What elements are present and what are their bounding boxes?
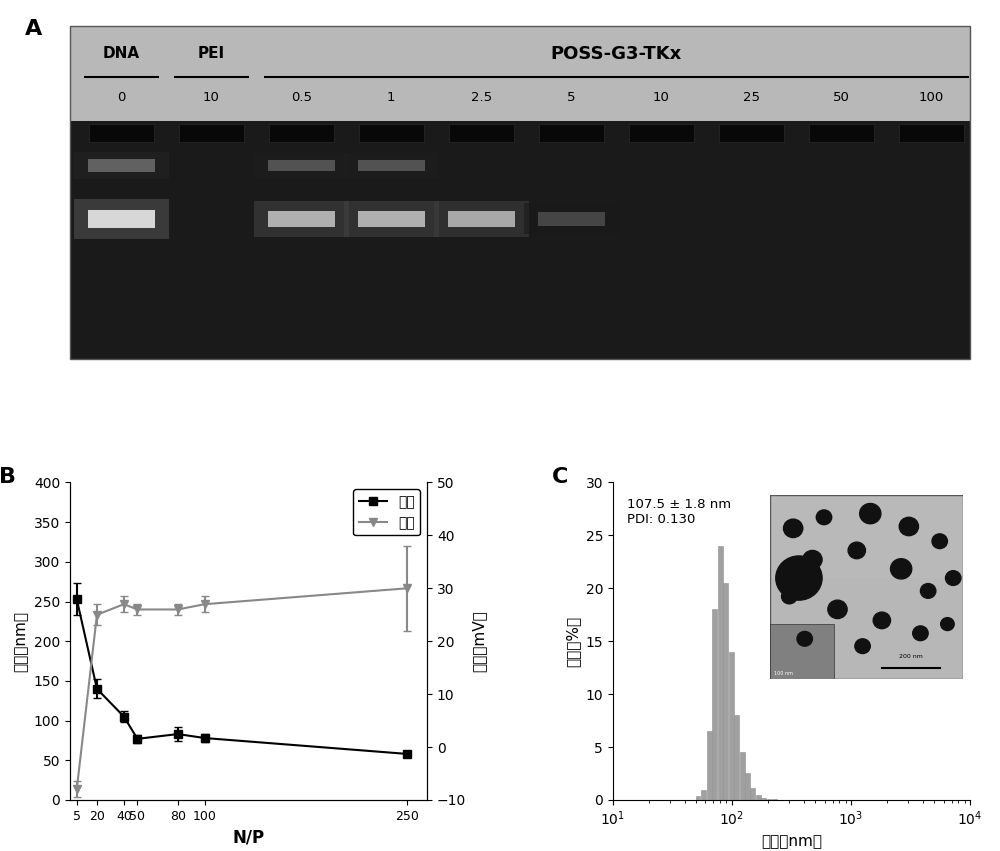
Text: 100: 100: [919, 91, 944, 104]
Bar: [740, 752, 745, 800]
Text: POSS-G3-TKx: POSS-G3-TKx: [551, 45, 682, 63]
Bar: [358, 160, 425, 171]
Bar: [254, 201, 349, 237]
Bar: [88, 159, 155, 172]
Bar: [734, 716, 739, 800]
Bar: [74, 198, 169, 239]
Bar: [538, 212, 605, 226]
Text: 0.5: 0.5: [291, 91, 312, 104]
Bar: [767, 799, 771, 800]
Bar: [899, 124, 964, 142]
Bar: [88, 209, 155, 228]
Bar: [359, 124, 424, 142]
Bar: [269, 124, 334, 142]
Bar: [358, 210, 425, 227]
Bar: [254, 152, 349, 179]
Bar: [629, 124, 694, 142]
Bar: [750, 788, 755, 800]
Bar: [70, 121, 970, 359]
Text: 5: 5: [567, 91, 576, 104]
Bar: [539, 124, 604, 142]
Bar: [719, 124, 784, 142]
Bar: [448, 210, 515, 227]
X-axis label: 粒径（nm）: 粒径（nm）: [761, 834, 822, 848]
Text: 50: 50: [833, 91, 850, 104]
Bar: [729, 652, 734, 800]
Bar: [434, 201, 529, 237]
Text: 25: 25: [743, 91, 760, 104]
Bar: [718, 546, 723, 800]
Bar: [524, 203, 619, 234]
Text: 107.5 ± 1.8 nm
PDI: 0.130: 107.5 ± 1.8 nm PDI: 0.130: [627, 499, 731, 527]
Y-axis label: 电位（mV）: 电位（mV）: [472, 610, 487, 672]
Bar: [756, 795, 761, 800]
Bar: [268, 210, 335, 227]
Bar: [344, 152, 439, 179]
Text: DNA: DNA: [103, 46, 140, 61]
Bar: [70, 26, 970, 121]
Bar: [707, 731, 712, 800]
Bar: [712, 609, 717, 800]
Text: B: B: [0, 466, 16, 487]
Bar: [89, 124, 154, 142]
Bar: [344, 201, 439, 237]
Text: A: A: [25, 19, 42, 39]
Bar: [745, 774, 750, 800]
Text: 10: 10: [653, 91, 670, 104]
Bar: [761, 798, 766, 800]
Bar: [696, 796, 700, 800]
Y-axis label: 强度（%）: 强度（%）: [565, 615, 580, 667]
Text: PEI: PEI: [198, 46, 225, 61]
Text: C: C: [552, 466, 569, 487]
Y-axis label: 粒径（nm）: 粒径（nm）: [13, 611, 28, 671]
Bar: [701, 791, 706, 800]
Text: 0: 0: [117, 91, 125, 104]
X-axis label: N/P: N/P: [233, 828, 265, 846]
Bar: [449, 124, 514, 142]
Bar: [809, 124, 874, 142]
Text: 2.5: 2.5: [471, 91, 492, 104]
Legend: 粒径, 电位: 粒径, 电位: [353, 489, 420, 535]
Bar: [723, 583, 728, 800]
Bar: [74, 151, 169, 180]
Text: 10: 10: [203, 91, 220, 104]
Bar: [179, 124, 244, 142]
Text: 1: 1: [387, 91, 396, 104]
Bar: [268, 160, 335, 171]
